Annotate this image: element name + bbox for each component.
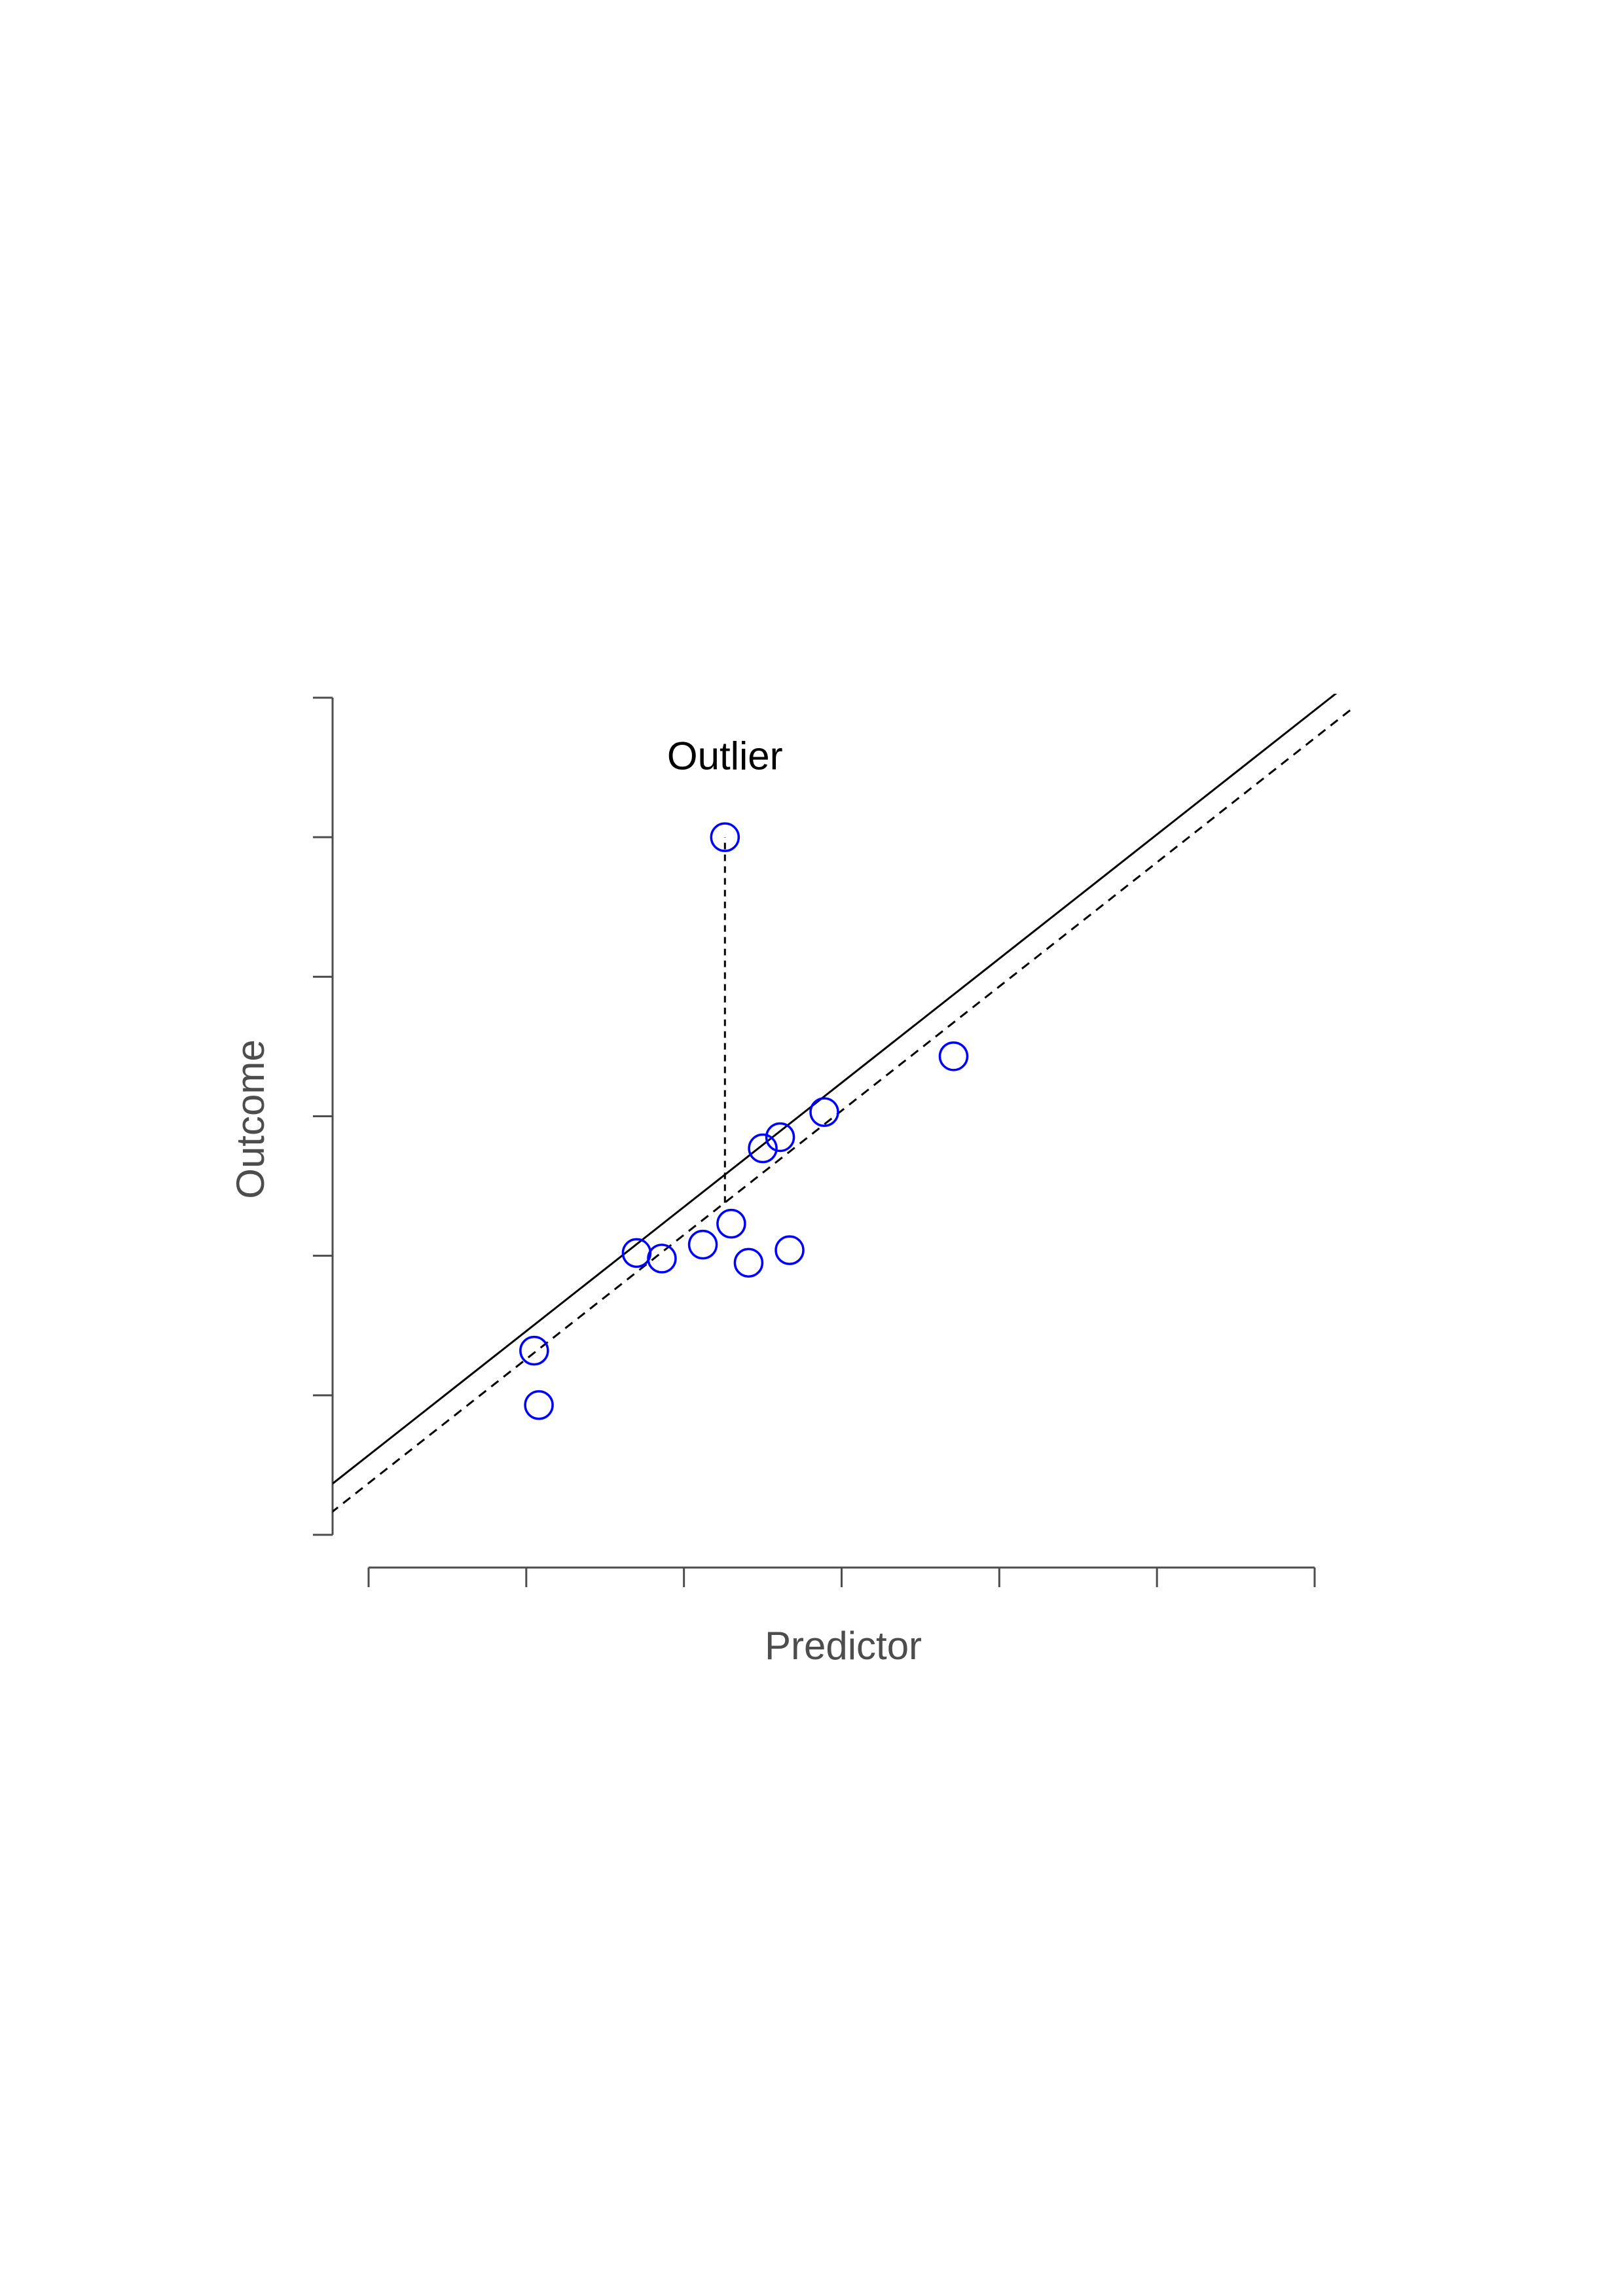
fit-line-without-outlier — [333, 708, 1353, 1513]
data-point — [519, 1335, 549, 1366]
data-point — [710, 822, 740, 852]
x-axis — [367, 1566, 1316, 1587]
data-point — [809, 1097, 839, 1127]
data-point — [765, 1122, 795, 1153]
data-point — [687, 1229, 718, 1260]
data-point — [647, 1244, 677, 1274]
data-point — [524, 1390, 554, 1420]
data-points — [519, 822, 969, 1420]
x-axis-title: Predictor — [765, 1624, 922, 1668]
fit-lines — [333, 694, 1353, 1513]
data-point — [733, 1247, 764, 1278]
data-point — [748, 1133, 778, 1164]
data-point — [938, 1041, 969, 1071]
y-axis — [313, 696, 334, 1536]
y-axis-title: Outcome — [228, 1039, 272, 1198]
fit-line-with-outlier — [333, 694, 1338, 1485]
data-point — [775, 1235, 805, 1265]
outlier-annotation: Outlier — [667, 734, 783, 778]
data-point — [716, 1208, 746, 1239]
